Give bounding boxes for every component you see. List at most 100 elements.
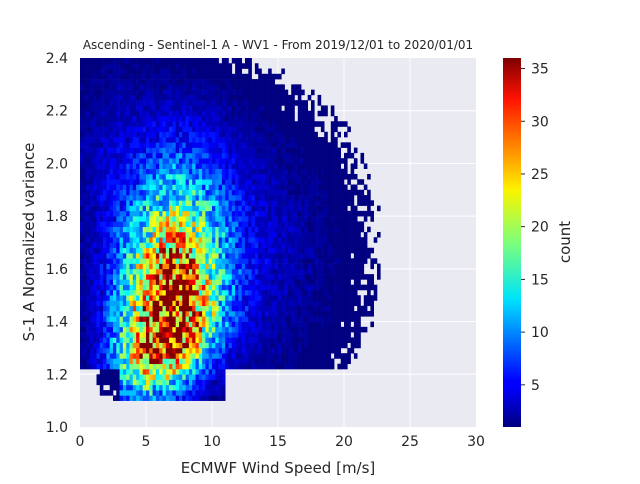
heatmap-bin [156, 116, 160, 122]
heatmap-bin [209, 169, 213, 175]
heatmap-bin [172, 295, 176, 301]
heatmap-bin [364, 274, 368, 280]
heatmap-bin [334, 322, 338, 328]
heatmap-bin [199, 343, 203, 349]
heatmap-bin [232, 142, 236, 148]
heatmap-bin [328, 316, 332, 322]
heatmap-bin [301, 169, 305, 175]
heatmap-bin [288, 295, 292, 301]
heatmap-bin [93, 69, 97, 75]
heatmap-bin [169, 311, 173, 317]
heatmap-bin [83, 322, 87, 328]
heatmap-bin [80, 163, 84, 169]
heatmap-bin [354, 211, 358, 217]
heatmap-bin [199, 385, 203, 391]
heatmap-bin [97, 353, 101, 359]
heatmap-bin [245, 58, 249, 64]
heatmap-bin [100, 121, 104, 127]
heatmap-bin [87, 316, 91, 322]
heatmap-bin [222, 322, 226, 328]
heatmap-bin [205, 158, 209, 164]
heatmap-bin [110, 100, 114, 106]
heatmap-bin [103, 63, 107, 69]
heatmap-bin [143, 374, 147, 380]
heatmap-bin [100, 74, 104, 80]
heatmap-bin [136, 142, 140, 148]
heatmap-bin [110, 322, 114, 328]
heatmap-bin [212, 174, 216, 180]
heatmap-bin [189, 79, 193, 85]
heatmap-bin [295, 200, 299, 206]
heatmap-bin [281, 237, 285, 243]
heatmap-bin [245, 316, 249, 322]
heatmap-bin [186, 348, 190, 354]
heatmap-bin [268, 269, 272, 275]
heatmap-bin [133, 390, 137, 396]
heatmap-bin [301, 190, 305, 196]
heatmap-bin [271, 179, 275, 185]
heatmap-bin [149, 116, 153, 122]
heatmap-bin [146, 285, 150, 291]
heatmap-bin [205, 279, 209, 285]
heatmap-bin [120, 374, 124, 380]
heatmap-bin [351, 306, 355, 312]
heatmap-bin [156, 174, 160, 180]
heatmap-bin [97, 79, 101, 85]
heatmap-bin [334, 116, 338, 122]
heatmap-bin [285, 285, 289, 291]
heatmap-bin [271, 153, 275, 159]
heatmap-bin [337, 200, 341, 206]
heatmap-bin [156, 327, 160, 333]
heatmap-bin [172, 105, 176, 111]
heatmap-bin [186, 111, 190, 117]
heatmap-bin [245, 290, 249, 296]
heatmap-bin [255, 121, 259, 127]
heatmap-bin [271, 195, 275, 201]
heatmap-bin [196, 348, 200, 354]
heatmap-bin [90, 258, 94, 264]
heatmap-bin [110, 337, 114, 343]
heatmap-bin [149, 105, 153, 111]
heatmap-bin [182, 211, 186, 217]
heatmap-bin [295, 84, 299, 90]
heatmap-bin [291, 221, 295, 227]
heatmap-bin [248, 253, 252, 259]
heatmap-bin [347, 148, 351, 154]
heatmap-bin [156, 132, 160, 138]
heatmap-bin [179, 211, 183, 217]
heatmap-bin [295, 353, 299, 359]
heatmap-bin [156, 95, 160, 101]
heatmap-bin [186, 353, 190, 359]
heatmap-bin [199, 148, 203, 154]
heatmap-bin [321, 237, 325, 243]
heatmap-bin [205, 206, 209, 212]
heatmap-bin [288, 269, 292, 275]
heatmap-bin [176, 227, 180, 233]
heatmap-bin [169, 116, 173, 122]
heatmap-bin [100, 237, 104, 243]
heatmap-bin [242, 348, 246, 354]
heatmap-bin [156, 248, 160, 254]
heatmap-bin [103, 200, 107, 206]
heatmap-bin [212, 243, 216, 249]
heatmap-bin [265, 127, 269, 133]
heatmap-bin [93, 121, 97, 127]
heatmap-bin [337, 337, 341, 343]
heatmap-bin [374, 290, 378, 296]
heatmap-bin [80, 69, 84, 75]
heatmap-bin [370, 322, 374, 328]
heatmap-bin [301, 274, 305, 280]
heatmap-bin [186, 306, 190, 312]
heatmap-bin [265, 132, 269, 138]
heatmap-bin [209, 127, 213, 133]
heatmap-bin [106, 169, 110, 175]
heatmap-bin [159, 58, 163, 64]
heatmap-bin [202, 253, 206, 259]
heatmap-bin [113, 121, 117, 127]
heatmap-bin [182, 158, 186, 164]
heatmap-bin [163, 248, 167, 254]
heatmap-bin [87, 200, 91, 206]
heatmap-bin [136, 348, 140, 354]
heatmap-bin [357, 190, 361, 196]
heatmap-bin [222, 285, 226, 291]
